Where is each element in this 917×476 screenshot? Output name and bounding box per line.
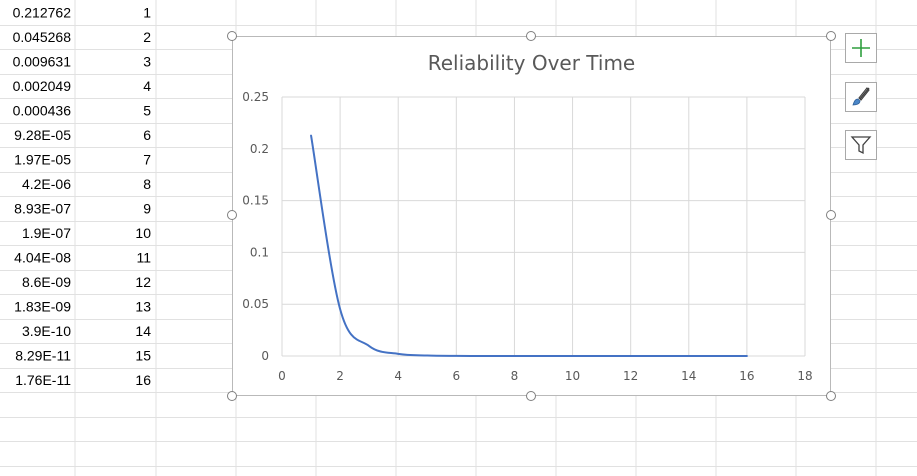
cell-col-a[interactable]: 1.83E-09 (14, 298, 71, 314)
x-tick-label: 18 (797, 369, 812, 383)
cell-col-b[interactable]: 13 (135, 298, 151, 314)
cell-col-b[interactable]: 15 (135, 347, 151, 363)
cell-col-a[interactable]: 1.76E-11 (15, 372, 71, 388)
cell-col-b[interactable]: 14 (135, 323, 151, 339)
cell-col-a[interactable]: 1.9E-07 (22, 225, 71, 241)
chart-plot-area[interactable]: 0 2 4 6 8 10 12 14 16 18 0 0.05 0.1 0.15 0.2 0.25 (233, 37, 832, 397)
cell-col-a[interactable]: 8.6E-09 (22, 274, 71, 290)
chart-elements-button[interactable] (845, 33, 877, 63)
cell-col-a[interactable]: 8.29E-11 (15, 347, 71, 363)
x-tick-label: 10 (565, 369, 580, 383)
resize-handle-top-left[interactable] (227, 31, 237, 41)
resize-handle-bottom-center[interactable] (526, 391, 536, 401)
cell-col-b[interactable]: 11 (136, 249, 151, 265)
chart-styles-button[interactable] (845, 82, 877, 112)
cell-col-a[interactable]: 0.009631 (13, 53, 72, 69)
resize-handle-bottom-right[interactable] (826, 391, 836, 401)
cell-col-b[interactable]: 3 (143, 53, 151, 69)
y-tick-label: 0.25 (242, 90, 269, 104)
cell-col-a[interactable]: 8.93E-07 (14, 200, 71, 216)
x-tick-label: 12 (623, 369, 638, 383)
cell-col-b[interactable]: 8 (143, 176, 151, 192)
cell-col-b[interactable]: 7 (143, 151, 151, 167)
funnel-icon (850, 136, 872, 155)
y-tick-label: 0.2 (250, 142, 269, 156)
y-tick-label: 0.1 (250, 245, 269, 259)
cell-col-a[interactable]: 0.212762 (13, 4, 72, 20)
resize-handle-top-right[interactable] (826, 31, 836, 41)
x-tick-label: 0 (278, 369, 286, 383)
cell-col-b[interactable]: 10 (135, 225, 151, 241)
cell-col-a[interactable]: 4.04E-08 (14, 249, 71, 265)
cell-col-b[interactable]: 12 (135, 274, 151, 290)
cell-col-a[interactable]: 3.9E-10 (22, 323, 71, 339)
chart-object[interactable]: Reliability Over Time 0 2 4 6 8 10 12 14 16 18 0 0.… (232, 36, 831, 396)
resize-handle-top-center[interactable] (526, 31, 536, 41)
cell-col-a[interactable]: 9.28E-05 (14, 127, 71, 143)
cell-col-b[interactable]: 9 (143, 200, 151, 216)
x-tick-label: 2 (336, 369, 344, 383)
cell-col-b[interactable]: 6 (143, 127, 151, 143)
cell-col-a[interactable]: 1.97E-05 (14, 151, 71, 167)
y-tick-label: 0.15 (242, 194, 269, 208)
cell-col-a[interactable]: 0.000436 (13, 102, 72, 118)
cell-col-b[interactable]: 4 (143, 78, 151, 94)
plus-icon (852, 39, 870, 57)
cell-col-b[interactable]: 1 (143, 4, 151, 20)
y-tick-label: 0.05 (242, 297, 269, 311)
chart-title[interactable]: Reliability Over Time (427, 51, 636, 75)
x-tick-label: 8 (511, 369, 519, 383)
series-line[interactable] (310, 134, 748, 357)
resize-handle-middle-right[interactable] (826, 210, 836, 220)
y-tick-label: 0 (261, 349, 269, 363)
cell-col-a[interactable]: 0.002049 (13, 78, 72, 94)
chart-filters-button[interactable] (845, 130, 877, 160)
resize-handle-bottom-left[interactable] (227, 391, 237, 401)
cell-col-a[interactable]: 4.2E-06 (22, 176, 71, 192)
resize-handle-middle-left[interactable] (227, 210, 237, 220)
x-tick-label: 14 (681, 369, 696, 383)
cell-col-a[interactable]: 0.045268 (13, 29, 72, 45)
x-tick-label: 16 (739, 369, 754, 383)
cell-col-b[interactable]: 5 (143, 102, 151, 118)
x-tick-label: 4 (394, 369, 402, 383)
paintbrush-icon (852, 87, 870, 106)
x-tick-label: 6 (453, 369, 461, 383)
cell-col-b[interactable]: 2 (143, 29, 151, 45)
cell-col-b[interactable]: 16 (135, 372, 151, 388)
